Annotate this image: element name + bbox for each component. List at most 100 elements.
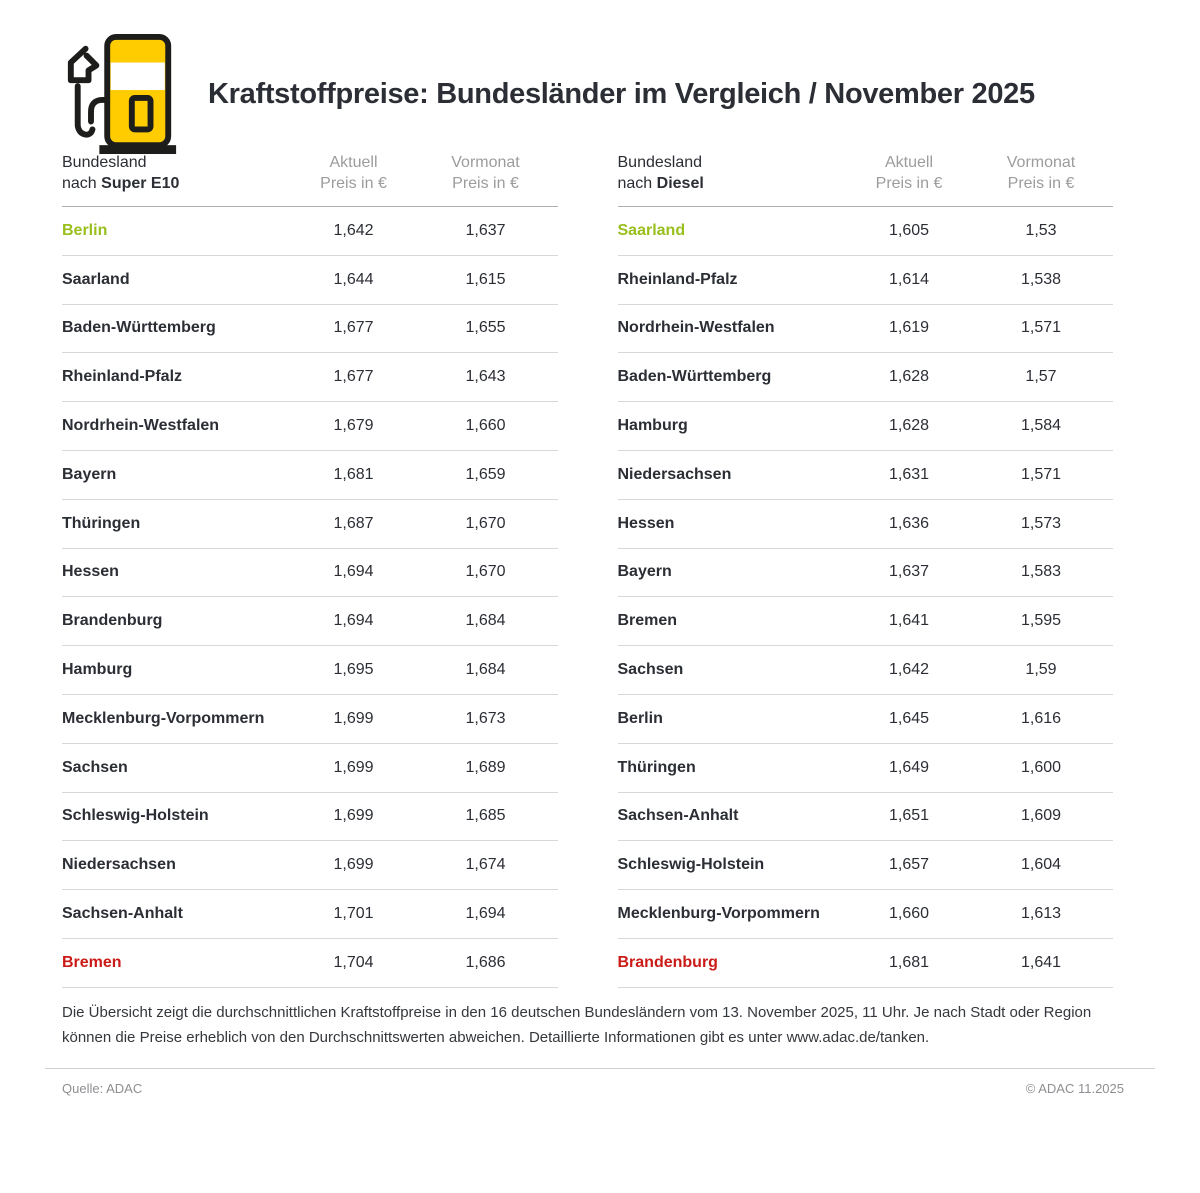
infographic-page: Kraftstoffpreise: Bundesländer im Vergle…	[45, 33, 1155, 1096]
price-previous: 1,615	[465, 270, 506, 288]
header-line-2: nach Diesel	[618, 173, 844, 194]
price-current: 1,631	[888, 465, 930, 483]
header-prefix: nach	[62, 175, 102, 192]
table-row: Saarland 1,644 1,615	[62, 256, 558, 305]
table-row: Schleswig-Holstein 1,699 1,685	[62, 793, 558, 842]
state-name: Sachsen-Anhalt	[617, 807, 739, 825]
price-previous: 1,59	[1025, 661, 1057, 679]
price-current: 1,614	[888, 270, 930, 288]
header-line-1: Bundesland	[62, 154, 147, 171]
table-row: Thüringen 1,687 1,670	[62, 500, 558, 549]
table-row: Berlin 1,645 1,616	[617, 695, 1113, 744]
price-previous: 1,571	[1020, 319, 1062, 337]
column-header-vormonat: Vormonat Preis in €	[451, 154, 520, 192]
table-row: Bremen 1,704 1,686	[62, 939, 558, 988]
price-previous: 1,595	[1020, 612, 1062, 630]
column-header-vormonat: Vormonat Preis in €	[1006, 154, 1076, 192]
state-name: Hessen	[617, 514, 675, 532]
table-row: Baden-Württemberg 1,677 1,655	[62, 305, 558, 354]
table-row: Rheinland-Pfalz 1,677 1,643	[62, 353, 558, 403]
price-previous: 1,573	[1020, 514, 1062, 532]
state-name: Sachsen	[617, 661, 684, 679]
table-row: Saarland 1,605 1,53	[617, 207, 1113, 256]
price-previous: 1,660	[465, 417, 506, 435]
source-label: Quelle: ADAC	[62, 1080, 143, 1096]
price-current: 1,641	[888, 612, 930, 630]
table-row: Bremen 1,641 1,595	[617, 597, 1113, 647]
price-previous: 1,604	[1020, 856, 1062, 874]
state-name: Hamburg	[62, 661, 133, 679]
table-row: Hessen 1,694 1,670	[62, 549, 558, 598]
copyright-label: © ADAC 11.2025	[1025, 1080, 1124, 1096]
table-body: Berlin 1,642 1,637 Saarland 1,644 1,615 Baden-…	[62, 207, 558, 988]
price-previous: 1,616	[1020, 709, 1062, 727]
price-current: 1,649	[888, 758, 930, 776]
price-current: 1,677	[333, 368, 374, 386]
table-header: Bundesland nach Super E10 Aktuell Preis …	[62, 152, 558, 207]
table-row: Sachsen-Anhalt 1,651 1,609	[617, 793, 1113, 842]
column-header-aktuell: Aktuell Preis in €	[875, 154, 943, 192]
price-current: 1,642	[888, 661, 930, 679]
state-name: Thüringen	[62, 514, 141, 532]
column-header-bundesland: Bundesland nach Diesel	[618, 152, 844, 194]
price-current: 1,645	[888, 709, 930, 727]
state-name: Sachsen	[62, 758, 128, 776]
table-row: Hamburg 1,628 1,584	[617, 402, 1113, 451]
price-current: 1,660	[888, 905, 930, 923]
price-current: 1,642	[333, 221, 374, 239]
table-row: Berlin 1,642 1,637	[62, 207, 558, 256]
table-row: Nordrhein-Westfalen 1,679 1,660	[62, 402, 558, 451]
price-current: 1,681	[888, 953, 930, 971]
state-name: Bremen	[62, 953, 122, 971]
state-name: Niedersachsen	[617, 465, 732, 483]
header-prefix: nach	[617, 175, 657, 192]
state-name: Niedersachsen	[62, 856, 176, 874]
table-row: Hamburg 1,695 1,684	[62, 646, 558, 695]
price-previous: 1,643	[465, 368, 506, 386]
table-super-e10: Bundesland nach Super E10 Aktuell Preis …	[62, 152, 558, 988]
price-previous: 1,584	[1020, 417, 1062, 435]
price-current: 1,679	[333, 417, 374, 435]
table-row: Brandenburg 1,681 1,641	[617, 939, 1113, 988]
table-row: Sachsen 1,699 1,689	[62, 744, 558, 793]
state-name: Hamburg	[617, 417, 688, 435]
state-name: Rheinland-Pfalz	[62, 368, 183, 386]
price-previous: 1,673	[465, 709, 506, 727]
price-previous: 1,684	[465, 661, 506, 679]
page-footer: Quelle: ADAC © ADAC 11.2025	[62, 1081, 1124, 1096]
state-name: Berlin	[62, 221, 108, 239]
price-previous: 1,684	[465, 612, 506, 630]
price-previous: 1,583	[1020, 563, 1062, 581]
price-current: 1,605	[888, 221, 930, 239]
price-previous: 1,670	[465, 563, 506, 581]
state-name: Rheinland-Pfalz	[617, 270, 738, 288]
table-row: Brandenburg 1,694 1,684	[62, 597, 558, 647]
price-current: 1,636	[888, 514, 930, 532]
state-name: Berlin	[617, 709, 663, 727]
table-row: Hessen 1,636 1,573	[617, 500, 1113, 549]
state-name: Saarland	[62, 270, 130, 288]
price-previous: 1,641	[1020, 953, 1062, 971]
column-header-bundesland: Bundesland nach Super E10	[62, 152, 288, 194]
price-current: 1,699	[333, 807, 374, 825]
price-current: 1,695	[333, 661, 374, 679]
table-row: Bayern 1,637 1,583	[617, 549, 1113, 598]
price-current: 1,699	[333, 709, 374, 727]
price-previous: 1,685	[465, 807, 506, 825]
state-name: Saarland	[617, 221, 686, 239]
price-previous: 1,57	[1025, 368, 1057, 386]
price-previous: 1,689	[465, 758, 506, 776]
price-previous: 1,571	[1020, 465, 1062, 483]
table-row: Baden-Württemberg 1,628 1,57	[617, 353, 1113, 403]
state-name: Schleswig-Holstein	[62, 807, 209, 825]
table-row: Niedersachsen 1,631 1,571	[617, 451, 1113, 500]
state-name: Mecklenburg-Vorpommern	[62, 709, 265, 727]
price-previous: 1,694	[465, 905, 506, 923]
price-previous: 1,674	[465, 856, 506, 874]
price-current: 1,681	[333, 465, 374, 483]
state-name: Nordrhein-Westfalen	[617, 319, 775, 337]
price-previous: 1,613	[1020, 905, 1062, 923]
price-previous: 1,637	[465, 221, 506, 239]
state-name: Brandenburg	[62, 612, 163, 630]
price-previous: 1,53	[1025, 221, 1057, 239]
